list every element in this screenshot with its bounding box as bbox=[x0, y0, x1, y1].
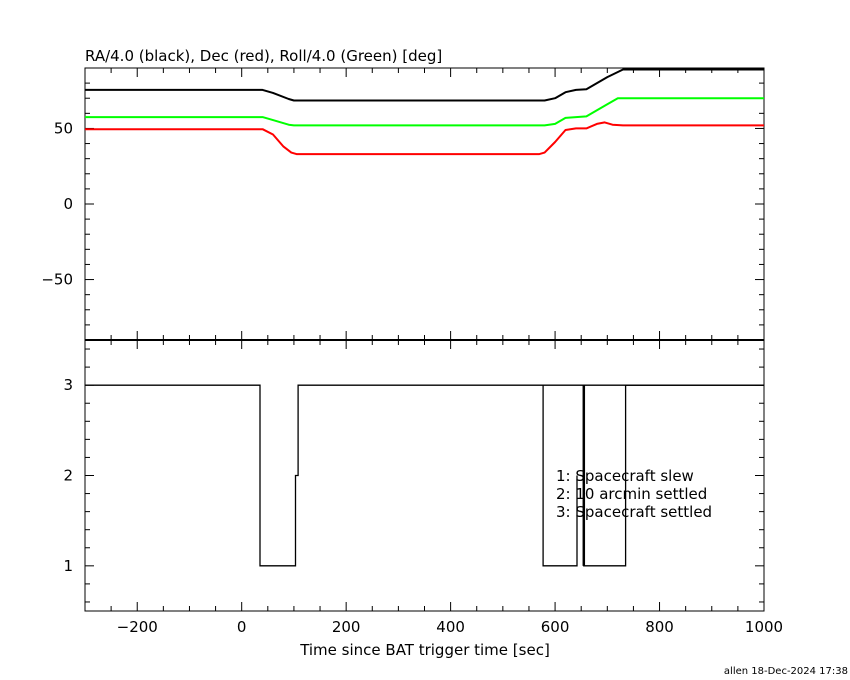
bottom-y-tick-label: 2 bbox=[63, 467, 73, 485]
x-tick-label: 200 bbox=[332, 618, 361, 636]
top-series-0 bbox=[85, 68, 764, 102]
top-series-2 bbox=[85, 121, 764, 156]
x-tick-label: −200 bbox=[117, 618, 158, 636]
top-axis-ticks: 50 0 −50 bbox=[41, 67, 765, 340]
top-y-tick-label: 50 bbox=[54, 119, 73, 137]
top-y-tick-label: 0 bbox=[63, 195, 73, 213]
bottom-series-0 bbox=[85, 384, 764, 567]
legend-item-3: 3: Spacecraft settled bbox=[556, 503, 712, 521]
top-series-1 bbox=[85, 97, 764, 127]
legend-item-1: 1: Spacecraft slew bbox=[556, 467, 694, 485]
top-plot-frame bbox=[84, 67, 765, 341]
x-axis-label: Time since BAT trigger time [sec] bbox=[299, 641, 550, 659]
x-tick-label: 1000 bbox=[745, 618, 783, 636]
top-y-tick-label: −50 bbox=[41, 271, 73, 289]
footer-credit: allen 18-Dec-2024 17:38 bbox=[724, 666, 848, 677]
top-chart-title: RA/4.0 (black), Dec (red), Roll/4.0 (Gre… bbox=[85, 47, 442, 65]
x-tick-label: 0 bbox=[237, 618, 247, 636]
bottom-y-tick-label: 3 bbox=[63, 376, 73, 394]
bottom-y-tick-label: 1 bbox=[63, 557, 73, 575]
bottom-axis-ticks: 3 2 1 −200 0 200 400 600 800 1000 bbox=[63, 340, 783, 636]
x-tick-label: 800 bbox=[645, 618, 674, 636]
x-tick-label: 400 bbox=[436, 618, 465, 636]
bottom-series-1 bbox=[542, 385, 578, 567]
top-series-group bbox=[85, 68, 764, 156]
x-tick-label: 600 bbox=[541, 618, 570, 636]
bottom-series-group bbox=[85, 384, 764, 567]
legend-item-2: 2: 10 arcmin settled bbox=[556, 485, 707, 503]
